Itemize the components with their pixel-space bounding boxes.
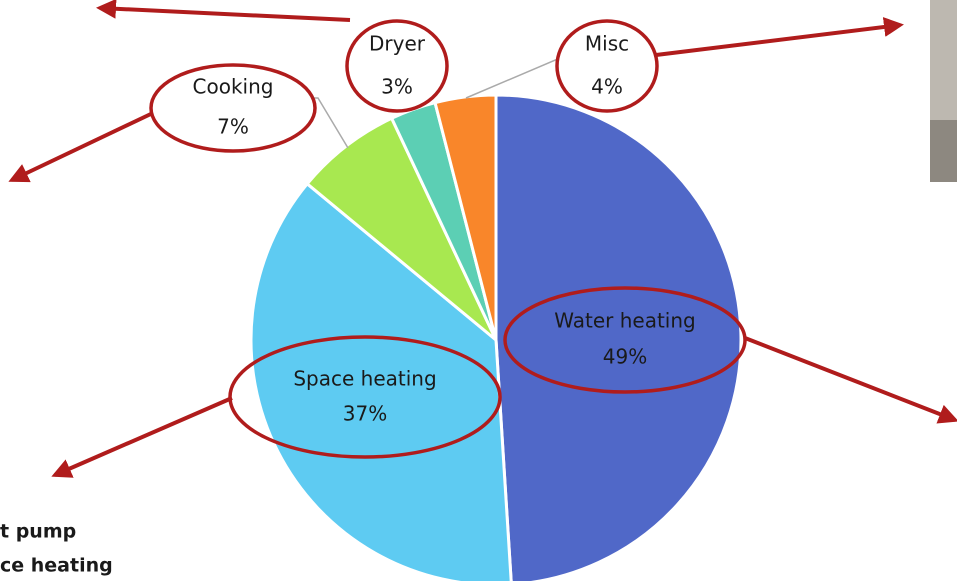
arrow — [96, 0, 351, 22]
slice-label: Water heating — [554, 309, 695, 333]
value-label: 4% — [591, 75, 623, 99]
slice — [433, 93, 498, 341]
value-label: 49% — [603, 345, 647, 369]
photo-shade — [930, 120, 957, 182]
arrow — [655, 17, 904, 57]
slice — [494, 93, 743, 581]
slice-label: Cooking — [193, 75, 274, 99]
value-label: 3% — [381, 75, 413, 99]
label-ellipse — [228, 335, 502, 459]
label-ellipse-bg — [151, 65, 315, 151]
slice-label: Misc — [585, 32, 629, 56]
label-ellipse — [149, 63, 317, 153]
label-ellipse-bg — [557, 21, 657, 111]
slice-label: Dryer — [369, 32, 426, 56]
slice-label: Space heating — [293, 367, 436, 391]
pie — [249, 93, 743, 581]
annotation: t pump — [0, 521, 76, 543]
label-ellipse-bg — [347, 21, 447, 111]
arrow — [51, 396, 233, 478]
slice — [249, 181, 513, 581]
arrow — [744, 336, 957, 424]
slice — [305, 116, 498, 342]
arrow — [8, 110, 156, 183]
value-label: 7% — [217, 115, 249, 139]
annotations — [8, 0, 957, 478]
value-label: 37% — [343, 402, 387, 426]
label-ellipse — [555, 19, 659, 113]
label-ellipse — [503, 286, 747, 394]
annotation: ce heating — [0, 555, 113, 577]
label-ellipse — [345, 19, 449, 113]
